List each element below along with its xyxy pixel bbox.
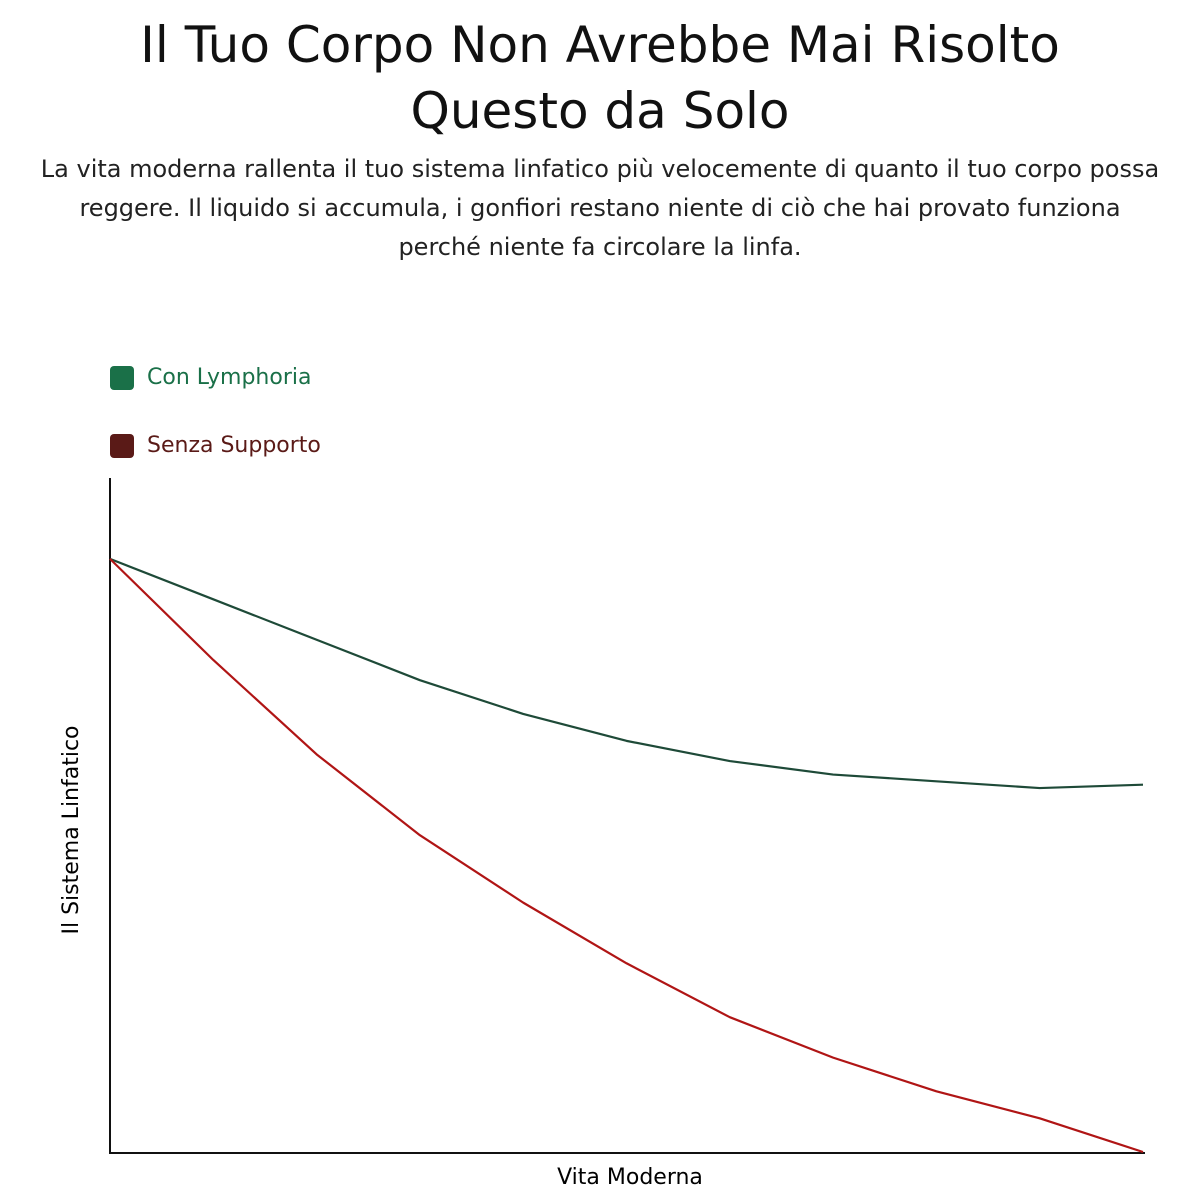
x-axis-label: Vita Moderna (557, 1165, 703, 1190)
chart-title: Il Tuo Corpo Non Avrebbe Mai Risolto Que… (140, 16, 1060, 140)
chart-subtitle: La vita moderna rallenta il tuo sistema … (40, 155, 1160, 261)
y-axis-label: Il Sistema Linfatico (59, 725, 84, 934)
series-line (109, 558, 1144, 1154)
legend-swatch (110, 366, 134, 390)
series-line (109, 557, 1144, 790)
legend-label: Senza Supporto (147, 433, 321, 458)
legend-label: Con Lymphoria (147, 365, 311, 390)
legend-swatch (110, 434, 134, 458)
